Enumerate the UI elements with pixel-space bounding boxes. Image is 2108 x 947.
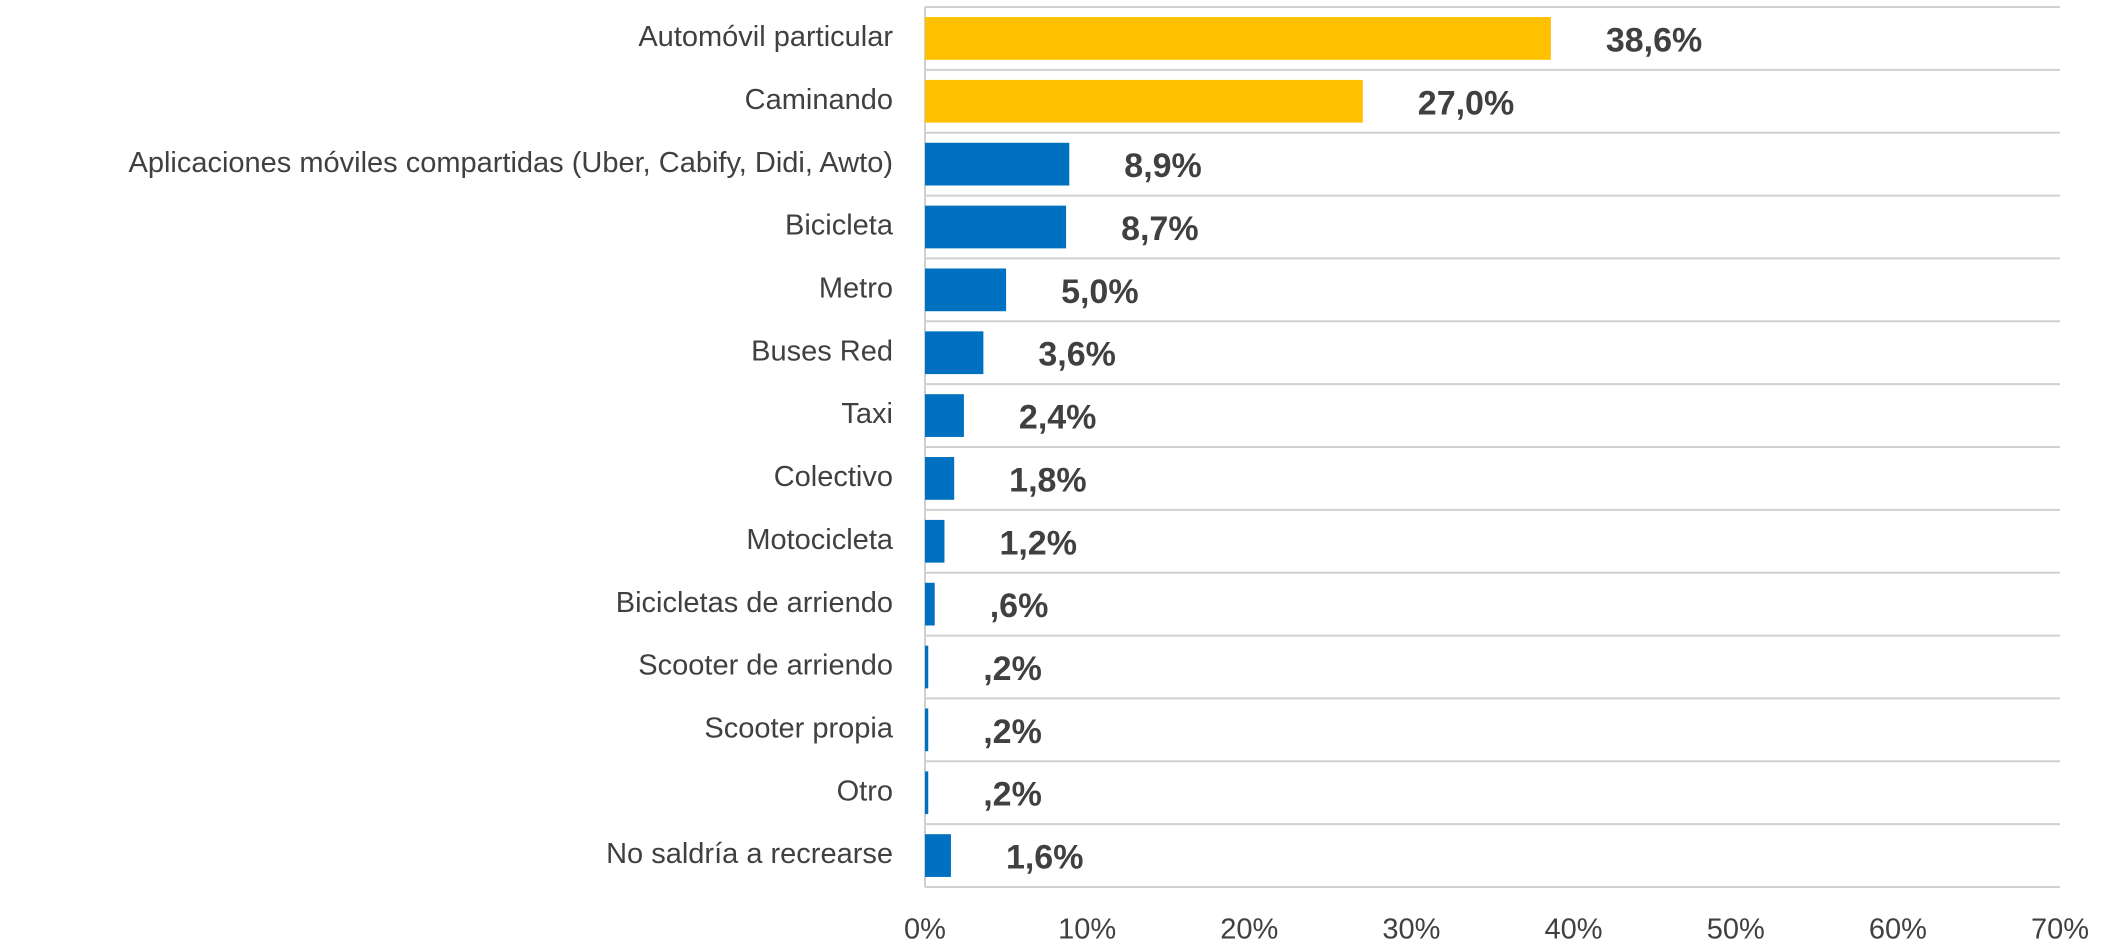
category-label: Automóvil particular — [638, 21, 893, 53]
x-tick-label: 10% — [1058, 914, 1116, 946]
category-label: Colectivo — [774, 461, 893, 493]
category-label: Caminando — [745, 84, 893, 116]
bar — [925, 394, 964, 437]
value-label: 1,8% — [1009, 461, 1087, 499]
category-label: Otro — [837, 775, 893, 807]
bar — [925, 519, 945, 563]
category-label: Taxi — [841, 398, 893, 430]
category-label: Scooter propia — [704, 713, 893, 745]
category-label: Bicicleta — [785, 210, 894, 242]
category-label: Metro — [819, 273, 893, 305]
value-label: 5,0% — [1061, 273, 1139, 311]
bar — [925, 834, 951, 877]
x-tick-label: 70% — [2031, 914, 2089, 946]
bar — [925, 205, 1067, 249]
x-tick-label: 20% — [1220, 914, 1278, 946]
value-label: 1,2% — [999, 524, 1077, 562]
value-label: 27,0% — [1418, 84, 1514, 122]
value-label: 1,6% — [1006, 839, 1084, 877]
value-label: 38,6% — [1606, 21, 1702, 59]
x-tick-label: 60% — [1869, 914, 1927, 946]
x-tick-label: 30% — [1382, 914, 1440, 946]
bar — [925, 645, 929, 689]
value-label: ,2% — [983, 650, 1042, 688]
x-tick-label: 50% — [1707, 914, 1765, 946]
bar — [925, 457, 955, 500]
category-label: Scooter de arriendo — [638, 650, 893, 682]
bar — [925, 17, 1551, 60]
value-label: 2,4% — [1019, 399, 1097, 437]
value-label: 3,6% — [1038, 336, 1116, 374]
value-label: ,6% — [990, 587, 1049, 625]
x-tick-label: 0% — [904, 914, 946, 946]
value-label: ,2% — [983, 776, 1042, 814]
category-label: No saldría a recrearse — [606, 838, 893, 870]
value-label: ,2% — [983, 713, 1042, 751]
bar — [925, 771, 929, 815]
bar — [925, 268, 1007, 312]
bar — [925, 331, 984, 375]
category-label: Bicicletas de arriendo — [616, 587, 893, 619]
category-label: Motocicleta — [746, 524, 894, 556]
x-tick-label: 40% — [1545, 914, 1603, 946]
category-label: Buses Red — [751, 335, 893, 367]
bar — [925, 142, 1070, 186]
value-label: 8,9% — [1124, 147, 1202, 185]
bar — [925, 708, 929, 752]
category-label: Aplicaciones móviles compartidas (Uber, … — [128, 147, 893, 179]
value-label: 8,7% — [1121, 210, 1199, 248]
bar — [925, 582, 935, 626]
bar — [925, 79, 1363, 123]
